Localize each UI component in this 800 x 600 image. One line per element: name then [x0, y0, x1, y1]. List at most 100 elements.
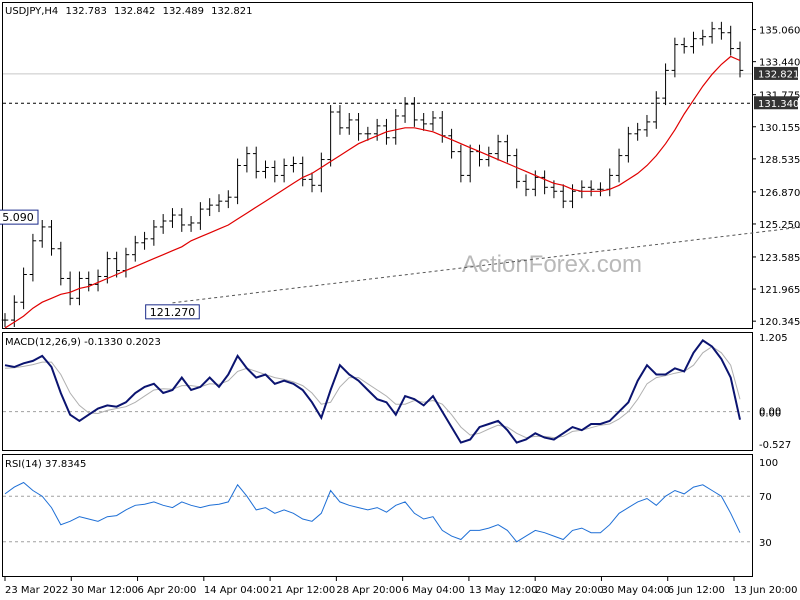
macd-tick-label: 1.205 [759, 333, 788, 344]
price-bar [48, 219, 55, 256]
price-bar [94, 269, 102, 292]
swing-annotation-label: 121.270 [150, 306, 196, 319]
price-bar [653, 91, 660, 129]
price-bar [113, 251, 120, 278]
price-bar [699, 29, 707, 46]
price-bar [513, 148, 520, 189]
price-bar [625, 126, 632, 163]
price-bar [206, 198, 213, 217]
x-tick-label: 30 May 04:00 [601, 585, 670, 596]
rsi-tick-label: 100 [759, 458, 778, 469]
macd-signal-line [4, 345, 741, 439]
price-bar [169, 208, 176, 228]
price-bar [597, 182, 604, 197]
macd-layer [3, 339, 752, 444]
price-bar [355, 112, 362, 141]
x-tick-label: 6 May 04:00 [403, 585, 465, 596]
level-tag-label: 131.340 [758, 99, 799, 110]
price-bar [225, 190, 232, 209]
x-tick-label: 13 Jun 20:00 [734, 585, 798, 596]
price-bar [727, 25, 734, 56]
price-tick-label: 121.965 [759, 285, 800, 296]
rsi-title: RSI(14) 37.8345 [5, 459, 86, 470]
macd-tick-label: 0.00 [759, 407, 781, 418]
price-bar [262, 160, 269, 179]
price-bar [392, 109, 400, 145]
price-bar [643, 114, 651, 137]
price-bar [187, 216, 195, 232]
price-symbol: USDJPY,H4 [5, 6, 58, 17]
rsi-tick-label: 30 [759, 538, 772, 549]
current-price-tag-label: 132.821 [758, 69, 799, 80]
price-bar [541, 170, 548, 195]
price-bar [466, 144, 474, 183]
price-bar [364, 126, 372, 141]
price-pane [2, 2, 753, 329]
rsi-pane [2, 454, 753, 577]
price-low: 132.489 [163, 6, 204, 17]
price-bar [234, 158, 241, 205]
price-bar [401, 97, 409, 123]
macd-line [4, 339, 741, 444]
trendline-1 [172, 226, 800, 304]
price-tick-label: 133.440 [759, 58, 800, 69]
price-tick-label: 131.775 [759, 91, 800, 102]
price-bar [718, 21, 725, 40]
price-close: 132.821 [211, 6, 252, 17]
rsi-tick-label: 70 [759, 492, 772, 503]
watermark: ActionForex.com [462, 251, 642, 278]
price-bar [373, 118, 381, 141]
price-bar [522, 174, 530, 197]
price-bar [690, 31, 697, 54]
price-bar [280, 158, 288, 183]
price-bar [131, 235, 139, 262]
rsi-layer [3, 481, 752, 543]
current-price-tag-box [754, 66, 798, 80]
price-bar [662, 63, 669, 106]
x-tick-label: 13 May 12:00 [469, 585, 538, 596]
price-open: 132.783 [65, 6, 106, 17]
current-price-tag: 132.821 [754, 66, 799, 80]
price-bar [327, 105, 334, 167]
price-bar [318, 152, 325, 193]
price-bar [29, 233, 37, 282]
swing-annotation: 121.270 [145, 304, 200, 320]
price-bar [252, 146, 260, 179]
x-tick-label: 14 Apr 04:00 [204, 585, 269, 596]
price-bar [671, 37, 679, 78]
price-bar [308, 172, 316, 193]
price-tick-label: 130.155 [759, 123, 800, 134]
price-bar [159, 214, 167, 234]
price-tick-label: 128.535 [759, 155, 800, 166]
price-bar [299, 156, 306, 187]
price-bar [420, 112, 427, 131]
price-bar [494, 134, 502, 161]
x-tick-label: 23 Mar 2022 [5, 585, 68, 596]
price-bar [680, 37, 688, 54]
price-bar [504, 134, 511, 163]
price-tick-label: 125.250 [759, 220, 800, 231]
price-bar [457, 144, 465, 183]
price-bar [66, 271, 74, 306]
price-bar [271, 160, 279, 183]
price-bar [57, 241, 65, 286]
price-bar [429, 111, 437, 131]
price-bar [290, 156, 297, 173]
x-tick-label: 20 May 20:00 [535, 585, 604, 596]
price-high: 132.842 [114, 6, 155, 17]
price-bar [38, 219, 46, 248]
macd-title: MACD(12,26,9) -0.1330 0.2023 [5, 337, 161, 348]
swing-annotation-box [0, 209, 39, 225]
price-bar [634, 122, 641, 141]
price-bar [532, 170, 539, 197]
price-bar [559, 184, 567, 209]
level-tag: 131.340 [754, 96, 799, 110]
price-bar [411, 97, 418, 127]
price-bar [1, 313, 9, 328]
axis-layer: 135.060 133.440 131.775 130.155 128.535 126.8… [4, 26, 800, 596]
swing-annotation-label: 5.090 [2, 211, 34, 224]
price-tick-label: 120.345 [759, 317, 800, 328]
